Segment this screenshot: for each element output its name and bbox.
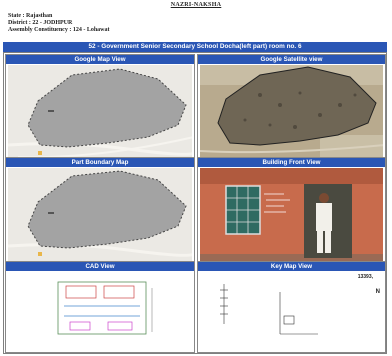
key-map-number: 13393, [357, 274, 373, 280]
boundary-map-caption: Part Boundary Map [6, 158, 194, 167]
state-label: State : Rajasthan [8, 13, 53, 19]
key-map-panel: Key Map View 13393, N [197, 261, 386, 353]
satellite-view-caption: Google Satellite view [198, 55, 385, 64]
building-view-panel: Building Front View [197, 157, 386, 265]
map-view-image [8, 65, 192, 161]
panel-grid: Google Map View Google Satellite view [3, 52, 387, 354]
key-map-drawing [200, 272, 383, 350]
north-arrow-label: N [375, 289, 380, 295]
boundary-map-image [8, 168, 192, 262]
district-label: District : 22 - JODHPUR [8, 20, 73, 26]
satellite-view-image [200, 65, 383, 161]
polling-station-banner: 52 - Government Senior Secondary School … [3, 42, 387, 52]
building-front-photo [200, 168, 383, 262]
document-title: NAZRI-NAKSHA [170, 2, 222, 8]
cad-view-caption: CAD View [6, 262, 194, 271]
map-view-caption: Google Map View [6, 55, 194, 64]
building-view-caption: Building Front View [198, 158, 385, 167]
cad-drawing [8, 272, 192, 350]
map-view-panel: Google Map View [5, 54, 195, 164]
constituency-label: Assembly Constituency : 124 - Lohawat [8, 27, 110, 33]
satellite-view-panel: Google Satellite view [197, 54, 386, 164]
cad-view-panel: CAD View [5, 261, 195, 353]
key-map-caption: Key Map View [198, 262, 385, 271]
boundary-map-panel: Part Boundary Map [5, 157, 195, 265]
